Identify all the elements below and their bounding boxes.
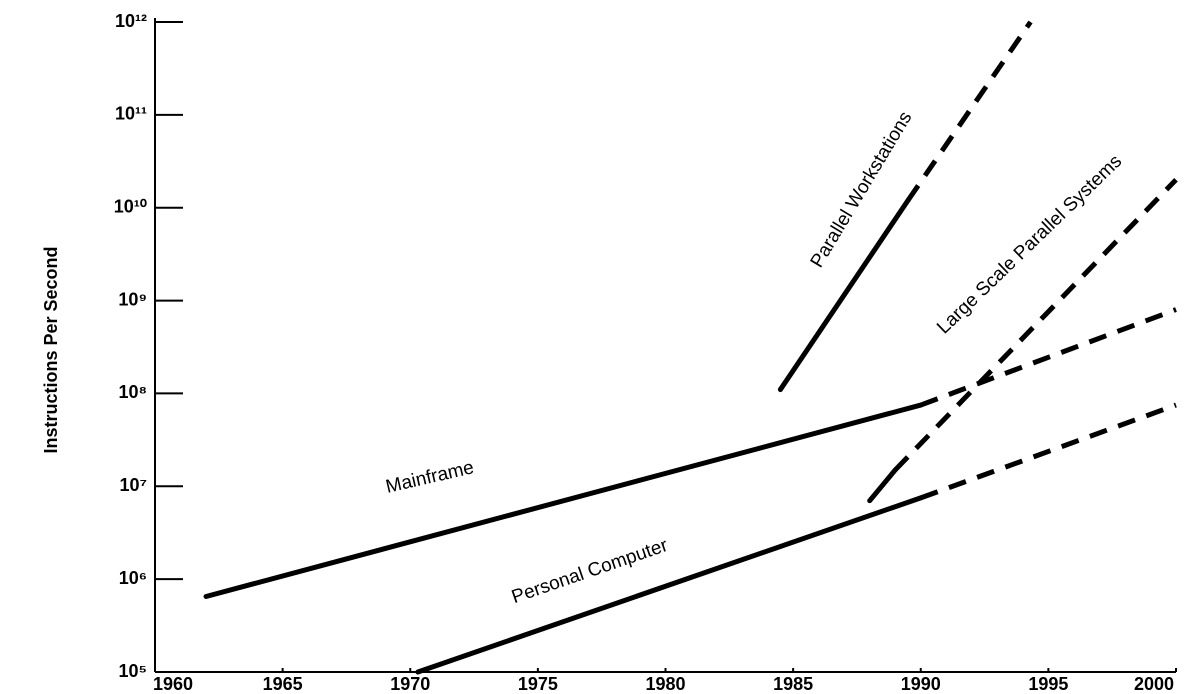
series-line (867, 467, 898, 504)
x-tick-label: 1985 (773, 674, 813, 694)
y-tick-label: 10⁶ (119, 568, 147, 588)
y-tick-label: 10⁹ (118, 289, 147, 309)
series-label: Large Scale Parallel Systems (933, 151, 1126, 339)
x-tick-label: 1960 (153, 674, 193, 694)
y-tick-label: 10⁷ (120, 475, 147, 495)
y-axis-label: Instructions Per Second (41, 246, 61, 453)
y-tick-label: 10¹⁰ (114, 196, 147, 216)
x-tick-label: 1975 (518, 674, 558, 694)
y-tick-label: 10¹¹ (115, 104, 147, 124)
x-tick-label: 1965 (263, 674, 303, 694)
x-tick-label: 1970 (390, 674, 430, 694)
series-line (777, 197, 911, 393)
series-projection (893, 178, 1178, 472)
x-tick-label: 1995 (1028, 674, 1068, 694)
series-line (203, 402, 924, 600)
series-projection (919, 402, 1177, 501)
series-line (415, 495, 924, 675)
x-tick-label: 2000 (1134, 674, 1174, 694)
y-tick-label: 10¹² (115, 11, 147, 31)
series-label: Parallel Workstations (807, 108, 917, 271)
series-label: Mainframe (384, 457, 476, 498)
series-projection (919, 307, 1177, 408)
x-tick-label: 1990 (901, 674, 941, 694)
series-label: Personal Computer (509, 535, 671, 608)
series-projection (905, 20, 1033, 202)
y-tick-label: 10⁵ (119, 661, 147, 681)
x-tick-label: 1980 (645, 674, 685, 694)
y-tick-label: 10⁸ (118, 382, 147, 402)
